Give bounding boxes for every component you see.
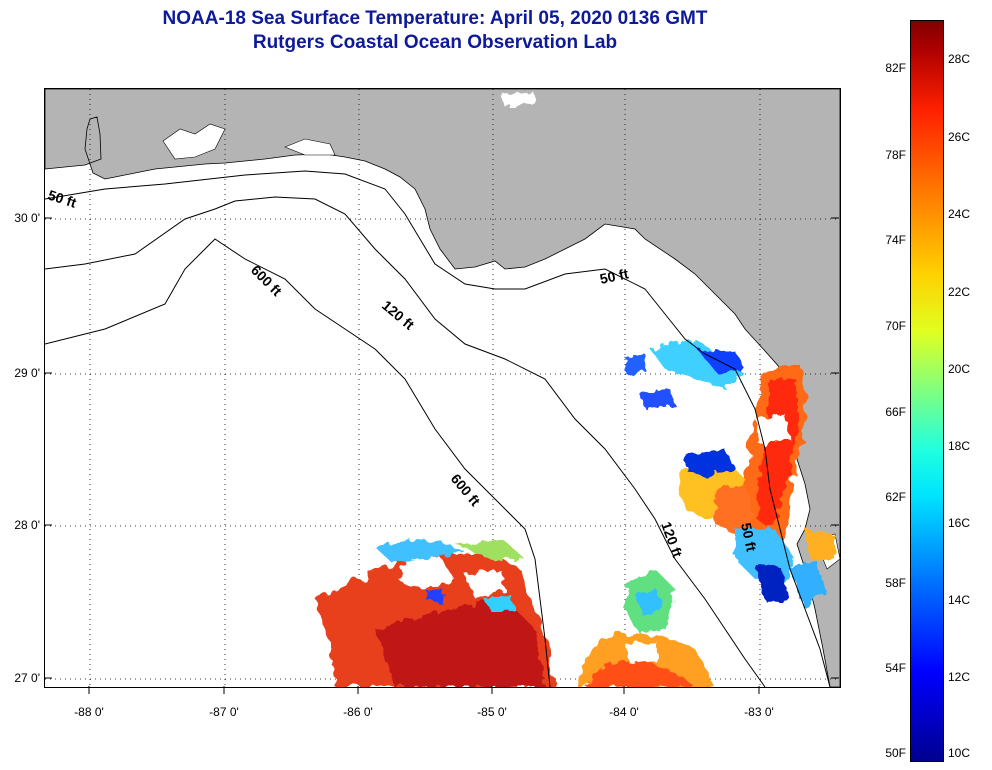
- lon-label-85: -85 0': [477, 705, 507, 719]
- contour-label-50ft-north: 50 ft: [598, 265, 630, 287]
- colorbar-label-50f: 50F: [885, 746, 906, 760]
- colorbar-label-58f: 58F: [885, 576, 906, 590]
- colorbar: [910, 20, 944, 762]
- lat-label-30: 30 0': [14, 211, 40, 225]
- map-title: NOAA-18 Sea Surface Temperature: April 0…: [162, 8, 708, 29]
- colorbar-label-74f: 74F: [885, 233, 906, 247]
- lon-label-84: -84 0': [609, 705, 639, 719]
- colorbar-gradient: [911, 21, 943, 761]
- sst-map: 50 ft 600 ft 120 ft 50 ft 600 ft 120 ft …: [44, 88, 841, 688]
- colorbar-label-66f: 66F: [885, 405, 906, 419]
- colorbar-label-70f: 70F: [885, 319, 906, 333]
- map-subtitle: Rutgers Coastal Ocean Observation Lab: [252, 32, 618, 53]
- lon-label-86: -86 0': [343, 705, 373, 719]
- colorbar-label-78f: 78F: [885, 148, 906, 162]
- map-svg: 50 ft 600 ft 120 ft 50 ft 600 ft 120 ft …: [45, 89, 840, 687]
- colorbar-label-18c: 18C: [948, 439, 971, 453]
- colorbar-label-82f: 82F: [885, 61, 906, 75]
- lon-label-87: -87 0': [209, 705, 239, 719]
- land-mass: [45, 89, 840, 687]
- contour-label-50ft-south: 50 ft: [738, 521, 760, 553]
- colorbar-label-62f: 62F: [885, 490, 906, 504]
- colorbar-label-54f: 54F: [885, 661, 906, 675]
- colorbar-label-28c: 28C: [948, 52, 971, 66]
- sst-data: [315, 91, 835, 687]
- colorbar-label-12c: 12C: [948, 670, 971, 684]
- colorbar-label-26c: 26C: [948, 130, 971, 144]
- lon-label-83: -83 0': [744, 705, 774, 719]
- lat-label-28: 28 0': [14, 518, 40, 532]
- colorbar-label-14c: 14C: [948, 593, 971, 607]
- colorbar-label-16c: 16C: [948, 516, 971, 530]
- lat-label-27: 27 0': [14, 671, 40, 685]
- colorbar-label-24c: 24C: [948, 207, 971, 221]
- bathymetry-contours: [45, 170, 831, 687]
- colorbar-label-10c: 10C: [948, 746, 971, 760]
- bay-inlet: [284, 138, 336, 156]
- lat-label-29: 29 0': [14, 366, 40, 380]
- colorbar-label-20c: 20C: [948, 362, 971, 376]
- colorbar-label-22c: 22C: [948, 285, 971, 299]
- lon-label-88: -88 0': [74, 705, 104, 719]
